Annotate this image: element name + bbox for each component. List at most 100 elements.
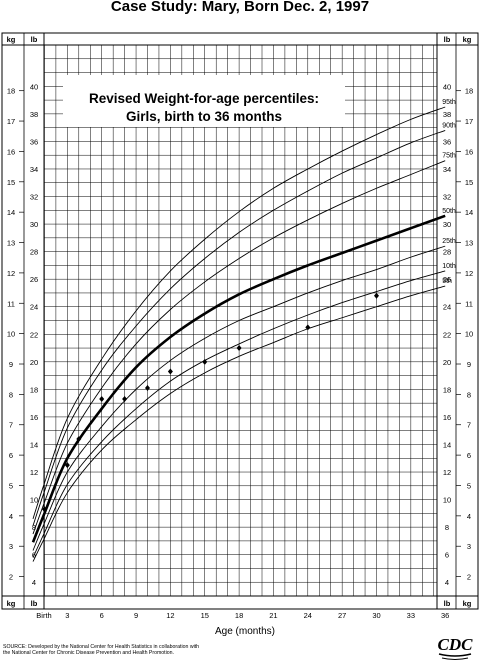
- lb-tick-label-left: 30: [30, 220, 38, 229]
- kg-tick-label-left: 10: [7, 330, 15, 339]
- lb-tick-label-left: 10: [30, 496, 38, 505]
- kg-tick-label-right: 14: [465, 208, 473, 217]
- kg-unit-label: kg: [463, 35, 472, 44]
- x-tick-label: 18: [235, 611, 243, 620]
- lb-tick-label-left: 18: [30, 385, 38, 394]
- percentile-curve-50th: [31, 214, 446, 543]
- lb-unit-label: lb: [31, 599, 38, 608]
- chart-frame: [1, 32, 479, 610]
- lb-tick-label-left: 40: [30, 82, 38, 91]
- lb-tick-label-right: 6: [445, 551, 449, 560]
- percentile-curves: [31, 106, 446, 562]
- chart-title-line-1: Revised Weight-for-age percentiles:: [89, 91, 319, 106]
- x-tick-label: 3: [65, 611, 69, 620]
- lb-tick-label-left: 26: [30, 275, 38, 284]
- percentile-label-90th: 90th: [442, 122, 456, 129]
- x-tick-label: 24: [304, 611, 312, 620]
- kg-tick-label-right: 10: [465, 330, 473, 339]
- x-tick-label: 9: [134, 611, 138, 620]
- kg-tick-label-right: 2: [467, 573, 471, 582]
- kg-tick-label-right: 18: [465, 87, 473, 96]
- percentile-curve-10th: [32, 270, 446, 558]
- percentile-label-5th: 5th: [442, 278, 452, 285]
- kg-tick-label-left: 8: [9, 390, 13, 399]
- x-tick-label: Birth: [36, 611, 51, 620]
- kg-tick-label-right: 6: [467, 451, 471, 460]
- lb-tick-label-left: 4: [32, 578, 36, 587]
- lb-tick-label-left: 24: [30, 303, 38, 312]
- lb-tick-label-left: 28: [30, 248, 38, 257]
- percentile-label-95th: 95th: [442, 99, 456, 106]
- lb-tick-label-left: 20: [30, 358, 38, 367]
- x-axis-label: Age (months): [215, 626, 275, 637]
- percentile-label-10th: 10th: [442, 263, 456, 270]
- kg-unit-label: kg: [7, 35, 16, 44]
- case-point: [99, 396, 105, 403]
- kg-tick-label-right: 3: [467, 542, 471, 551]
- chart-title-box: [63, 75, 345, 127]
- case-point: [76, 435, 82, 442]
- lb-tick-label-right: 22: [443, 330, 451, 339]
- kg-tick-label-left: 6: [9, 451, 13, 460]
- percentile-label-50th: 50th: [442, 208, 456, 215]
- chart-labels: kg lb lb kg kg lb lb kg 4 4 6 6 8 8 10 10 12 12 14 14 16 16 18…: [7, 35, 474, 620]
- kg-tick-label-right: 8: [467, 390, 471, 399]
- case-point: [167, 368, 173, 375]
- lb-tick-label-right: 10: [443, 496, 451, 505]
- lb-tick-label-right: 18: [443, 385, 451, 394]
- percentile-curve-90th: [32, 129, 446, 526]
- case-point: [305, 324, 311, 331]
- lb-unit-label: lb: [444, 599, 451, 608]
- lb-tick-label-right: 16: [443, 413, 451, 422]
- lb-tick-label-right: 36: [443, 137, 451, 146]
- lb-tick-label-left: 14: [30, 440, 38, 449]
- lb-tick-label-right: 8: [445, 523, 449, 532]
- kg-tick-label-right: 4: [467, 512, 471, 521]
- kg-unit-label: kg: [463, 599, 472, 608]
- kg-tick-label-left: 12: [7, 269, 15, 278]
- lb-tick-label-left: 34: [30, 165, 38, 174]
- lb-tick-label-right: 14: [443, 440, 451, 449]
- chart-grid: [44, 45, 437, 596]
- kg-tick-label-right: 11: [465, 299, 473, 308]
- lb-tick-label-right: 12: [443, 468, 451, 477]
- page-title: Case Study: Mary, Born Dec. 2, 1997: [110, 0, 370, 15]
- kg-tick-label-left: 16: [7, 147, 15, 156]
- lb-tick-label-right: 20: [443, 358, 451, 367]
- x-tick-label: 27: [338, 611, 346, 620]
- kg-tick-label-left: 15: [7, 178, 15, 187]
- lb-tick-label-left: 16: [30, 413, 38, 422]
- source-note: SOURCE: Developed by the National Center…: [3, 644, 199, 657]
- kg-tick-label-left: 3: [9, 542, 13, 551]
- case-point: [374, 292, 379, 299]
- lb-tick-label-left: 38: [30, 110, 38, 119]
- lb-tick-label-right: 32: [443, 193, 451, 202]
- case-point: [202, 358, 208, 365]
- kg-tick-label-left: 9: [9, 360, 13, 369]
- kg-tick-label-left: 5: [9, 481, 13, 490]
- percentile-curve-5th: [32, 285, 446, 562]
- kg-tick-label-right: 17: [465, 117, 473, 126]
- kg-unit-label: kg: [7, 599, 16, 608]
- case-point: [145, 384, 150, 391]
- case-point: [64, 462, 70, 469]
- lb-tick-label-right: 30: [443, 220, 451, 229]
- percentile-label-75th: 75th: [442, 153, 456, 160]
- lb-tick-label-right: 4: [445, 578, 449, 587]
- kg-tick-label-right: 7: [467, 421, 471, 430]
- x-tick-label: 36: [441, 611, 449, 620]
- kg-tick-label-left: 2: [9, 573, 13, 582]
- kg-tick-label-left: 13: [7, 239, 15, 248]
- lb-tick-label-right: 26: [443, 275, 451, 284]
- x-tick-label: 30: [372, 611, 380, 620]
- kg-tick-label-left: 7: [9, 421, 13, 430]
- x-tick-label: 21: [269, 611, 277, 620]
- x-tick-label: 12: [166, 611, 174, 620]
- lb-tick-label-right: 24: [443, 303, 451, 312]
- lb-tick-label-right: 40: [443, 82, 451, 91]
- kg-tick-label-left: 11: [7, 299, 15, 308]
- percentile-curve-25th: [32, 245, 446, 551]
- chart-title-line-2: Girls, birth to 36 months: [126, 109, 282, 124]
- lb-tick-label-left: 32: [30, 193, 38, 202]
- case-point: [236, 345, 242, 352]
